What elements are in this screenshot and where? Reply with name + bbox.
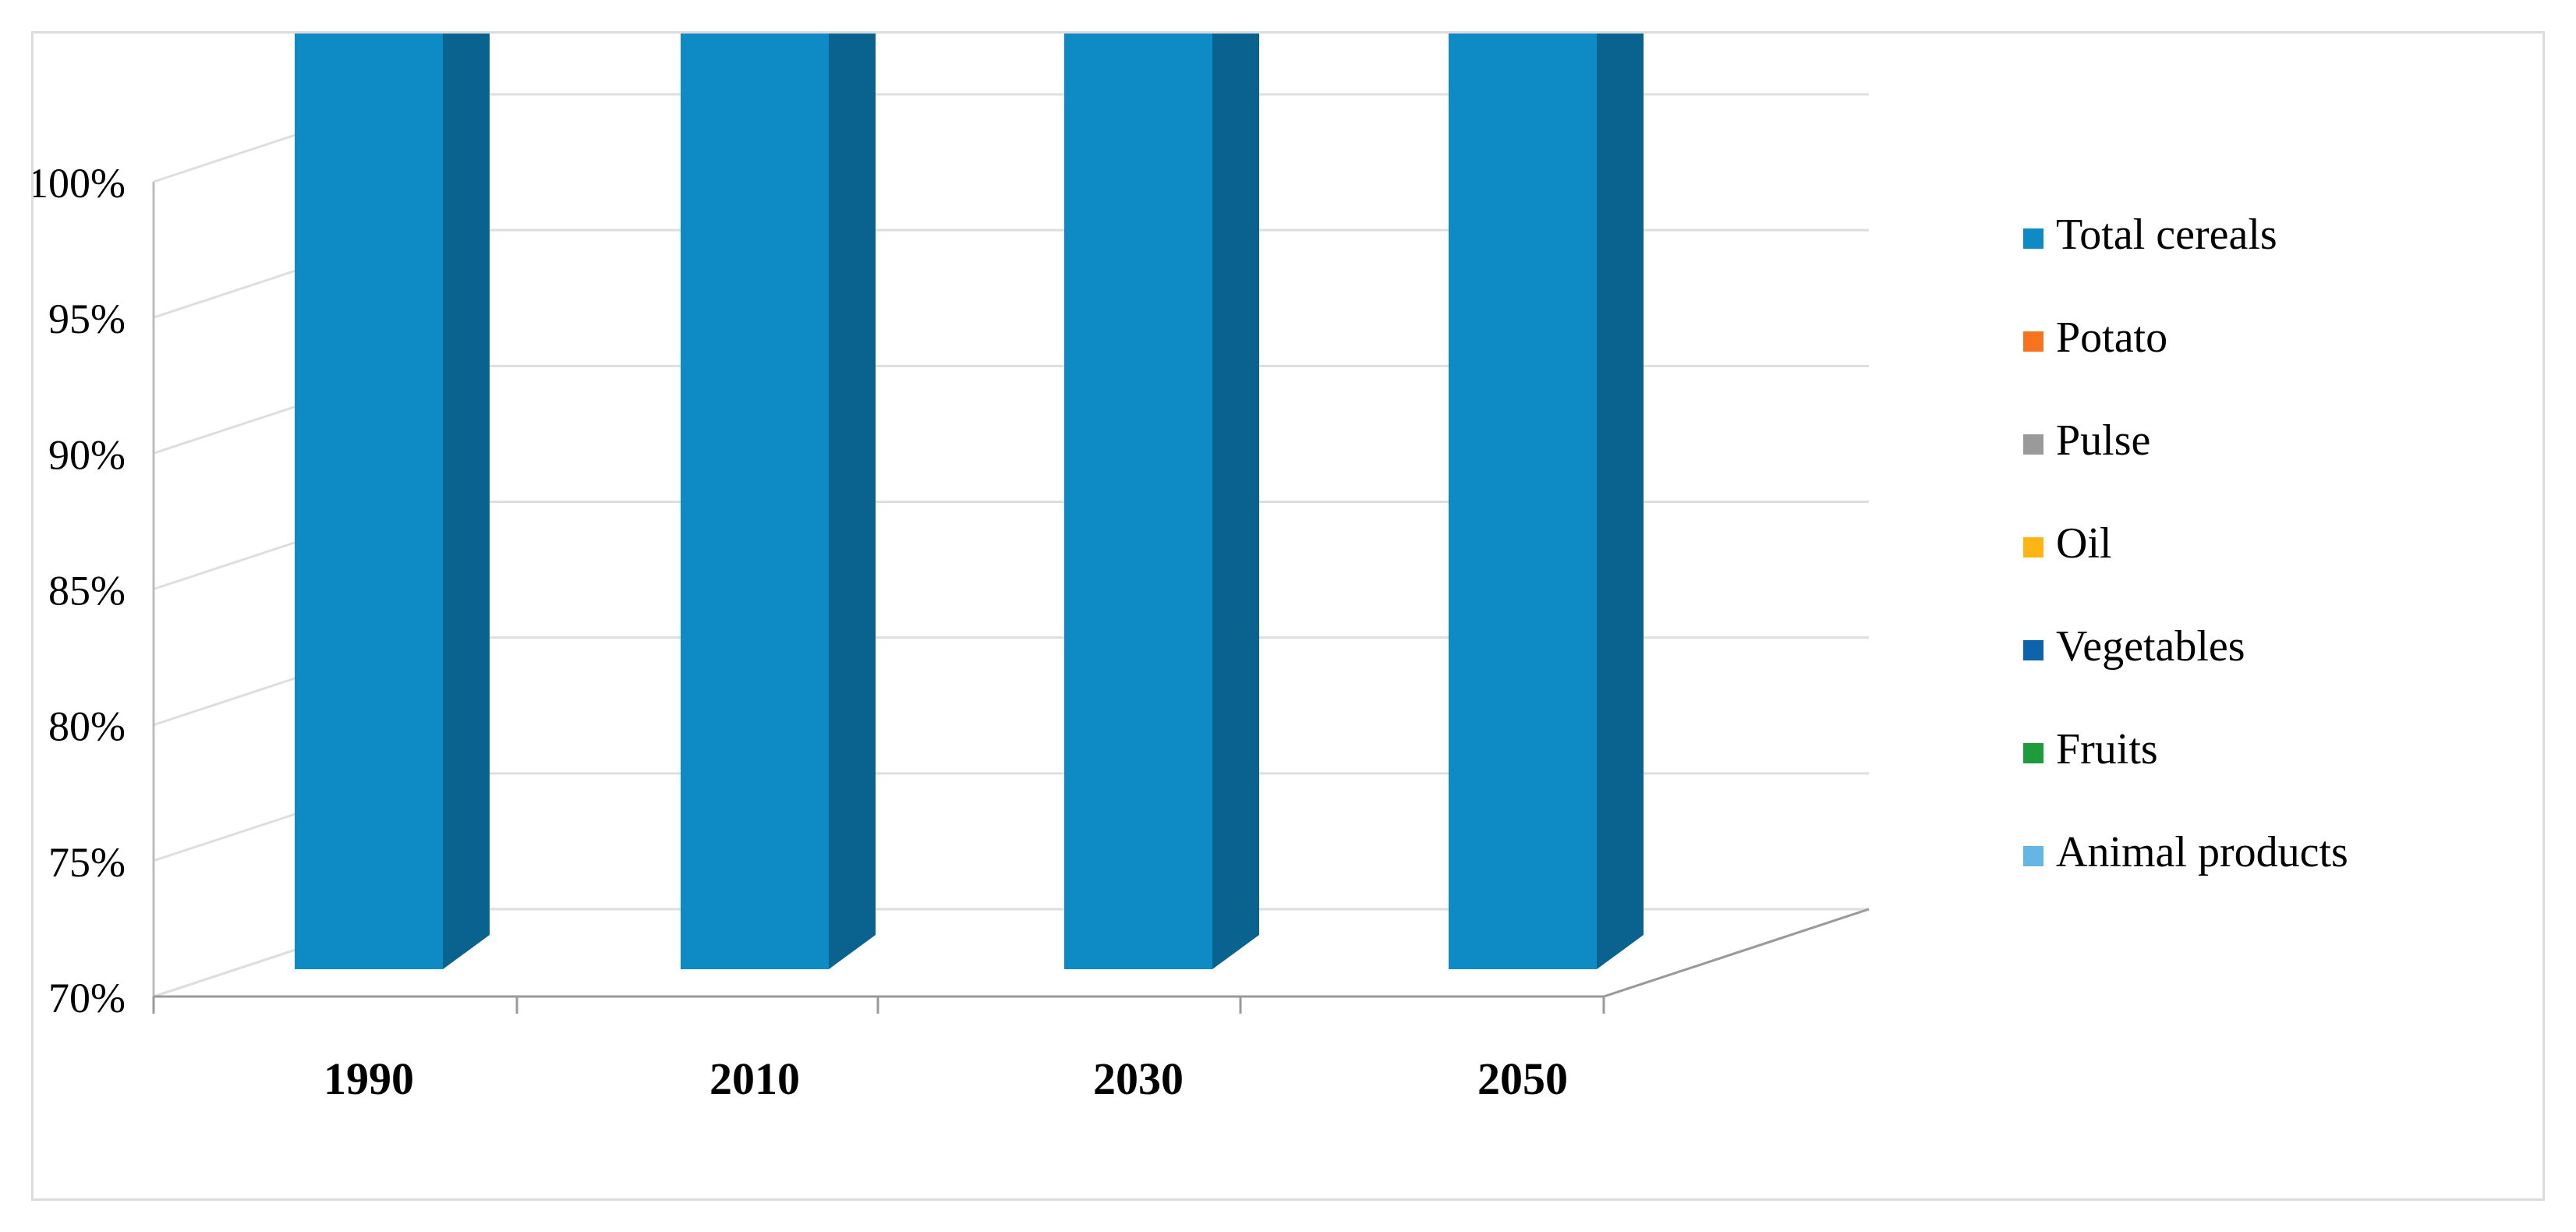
bar-segment-side	[1212, 34, 1259, 969]
legend: Total cereals Potato Pulse Oil Vegetables Fru…	[2023, 211, 2348, 876]
bar-stack-2030	[1064, 34, 1259, 970]
bar-segment-side	[829, 34, 876, 969]
legend-label: Pulse	[2056, 416, 2150, 465]
stacked-bar-chart: 70%75%80%85%90%95%100% 89.550.762.892.33…	[34, 34, 2348, 1104]
y-tick-label: 85%	[48, 568, 126, 614]
legend-item: Vegetables	[2023, 622, 2245, 671]
legend-label: Potato	[2056, 313, 2167, 362]
legend-swatch	[2023, 743, 2043, 763]
chart-frame: 70%75%80%85%90%95%100% 89.550.762.892.33…	[31, 31, 2545, 1201]
y-tick-label: 75%	[48, 839, 126, 886]
legend-item: Pulse	[2023, 416, 2150, 465]
x-tick-label: 2030	[1093, 1053, 1184, 1104]
legend-swatch	[2023, 331, 2043, 352]
legend-swatch	[2023, 434, 2043, 455]
y-tick-label: 95%	[48, 296, 126, 342]
legend-swatch	[2023, 228, 2043, 249]
x-tick-label: 2050	[1477, 1053, 1568, 1104]
legend-label: Total cereals	[2056, 211, 2277, 259]
y-tick-label: 90%	[48, 431, 126, 478]
bars	[295, 34, 1644, 970]
legend-item: Oil	[2023, 519, 2112, 568]
legend-swatch	[2023, 640, 2043, 660]
legend-item: Fruits	[2023, 725, 2158, 774]
legend-label: Fruits	[2056, 725, 2158, 774]
y-tick-label: 70%	[48, 975, 126, 1021]
bar-stack-1990	[295, 34, 490, 969]
x-tick-label: 1990	[324, 1053, 414, 1104]
x-axis-depth-line	[1603, 908, 1870, 998]
legend-label: Vegetables	[2056, 622, 2245, 671]
bar-segment	[681, 34, 829, 969]
legend-swatch	[2023, 846, 2043, 866]
legend-item: Animal products	[2023, 828, 2348, 876]
x-tick-label: 2010	[709, 1053, 800, 1104]
legend-label: Animal products	[2056, 828, 2348, 876]
bar-segment	[1449, 34, 1597, 969]
bar-stack-2050	[1449, 34, 1644, 969]
legend-swatch	[2023, 537, 2043, 558]
bar-stack-2010	[681, 34, 876, 969]
bar-segment	[295, 34, 443, 969]
y-tick-label: 100%	[34, 160, 126, 207]
bar-segment-side	[443, 34, 490, 969]
bar-segment-side	[1597, 34, 1644, 969]
legend-label: Oil	[2056, 519, 2112, 568]
bar-segment	[1064, 34, 1212, 970]
legend-item: Potato	[2023, 313, 2167, 362]
x-axis: 1990 2010 2030 2050	[152, 908, 1870, 1104]
legend-item: Total cereals	[2023, 211, 2277, 259]
y-tick-label: 80%	[48, 703, 126, 750]
y-axis: 70% 75% 80% 85% 90% 95% 100%	[34, 160, 155, 1021]
